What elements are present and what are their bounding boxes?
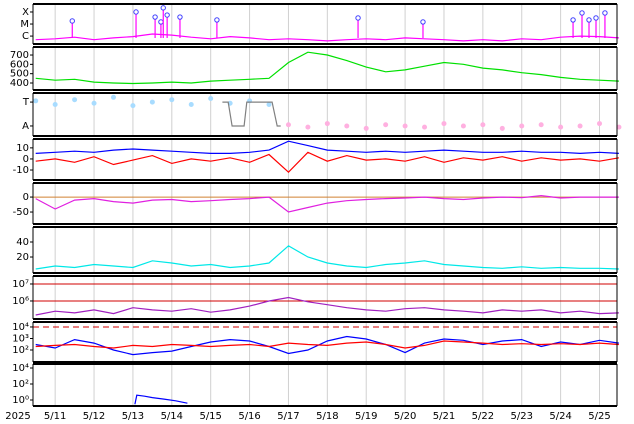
x-tick-label: 5/20	[394, 411, 416, 422]
y-tick-label: 0	[23, 192, 29, 203]
series-line	[35, 151, 620, 174]
x-tick-label: 5/13	[122, 411, 144, 422]
x-tick-label: 5/25	[588, 411, 610, 422]
y-tick-label: A	[22, 121, 29, 132]
y-tick-label: -50	[13, 207, 29, 218]
data-dot	[305, 124, 311, 130]
data-dot	[519, 123, 525, 129]
flare-marker	[570, 17, 576, 23]
series-line	[35, 296, 619, 316]
data-dot	[110, 94, 116, 100]
data-dot	[130, 103, 136, 109]
y-tick-label: 400	[10, 78, 29, 89]
data-dot	[72, 97, 78, 103]
y-tick-label: M	[20, 19, 29, 30]
series-line	[134, 394, 188, 405]
series-line	[35, 51, 619, 85]
data-dot	[402, 123, 408, 129]
data-dot	[208, 95, 214, 101]
data-dot	[422, 124, 428, 130]
x-tick-label: 5/14	[161, 411, 183, 422]
data-dot	[499, 125, 505, 131]
flare-marker	[214, 17, 220, 23]
series-line	[35, 140, 619, 155]
data-dot	[188, 101, 194, 107]
x-tick-label: 5/23	[511, 411, 533, 422]
x-tick-label: 5/19	[355, 411, 377, 422]
y-tick-label: C	[22, 31, 29, 42]
y-tick-label: 40	[16, 237, 29, 248]
x-tick-label: 5/17	[277, 411, 299, 422]
x-tick-label: 5/15	[199, 411, 221, 422]
y-tick-label: 10⁴	[12, 363, 29, 374]
data-dot	[169, 97, 175, 103]
y-tick-label: 10⁷	[12, 279, 29, 290]
series-line	[222, 101, 281, 127]
data-dot	[266, 101, 272, 107]
flare-marker	[158, 19, 164, 25]
data-dot	[91, 100, 97, 106]
y-tick-label: T	[22, 97, 30, 108]
flare-marker	[586, 17, 592, 23]
y-tick-label: 500	[10, 69, 29, 80]
data-dot	[52, 101, 58, 107]
x-tick-label: 5/11	[44, 411, 66, 422]
y-tick-label: 20	[16, 252, 29, 263]
flare-marker	[593, 15, 599, 21]
flare-marker	[355, 15, 361, 21]
x-tick-label: 5/21	[433, 411, 455, 422]
data-dot	[558, 124, 564, 130]
flare-marker	[69, 18, 75, 24]
x-tick-label: 5/12	[83, 411, 105, 422]
y-tick-label: 10³	[12, 333, 29, 344]
flare-marker	[602, 10, 608, 16]
x-tick-label: 5/24	[549, 411, 571, 422]
y-tick-label: 700	[10, 50, 29, 61]
data-dot	[344, 123, 350, 129]
flare-marker	[579, 10, 585, 16]
data-dot	[577, 123, 583, 129]
data-dot	[383, 122, 389, 128]
year-label: 2025	[5, 411, 30, 422]
y-tick-label: X	[22, 7, 29, 18]
y-tick-label: 0	[23, 154, 29, 165]
series-line	[35, 33, 619, 42]
data-dot	[363, 125, 369, 131]
x-tick-label: 5/16	[238, 411, 260, 422]
y-tick-label: 10²	[12, 345, 29, 356]
flare-marker	[133, 9, 139, 15]
flare-marker	[420, 19, 426, 25]
data-dot	[538, 122, 544, 128]
y-tick-label: 600	[10, 59, 29, 70]
data-dot	[441, 121, 447, 127]
flare-marker	[160, 5, 166, 11]
series-line	[35, 340, 619, 349]
series-line	[35, 194, 619, 213]
data-dot	[597, 121, 603, 127]
flare-marker	[164, 12, 170, 18]
series-line	[35, 245, 619, 270]
flare-marker	[152, 14, 158, 20]
y-tick-label: 10⁴	[12, 322, 29, 333]
x-tick-label: 5/22	[472, 411, 494, 422]
data-dot	[285, 122, 291, 128]
y-tick-label: 10⁰	[12, 395, 29, 406]
y-tick-label: -10	[13, 165, 29, 176]
y-tick-label: 10	[16, 143, 29, 154]
data-dot	[616, 124, 622, 130]
data-dot	[480, 122, 486, 128]
series-line	[35, 335, 619, 356]
x-tick-label: 5/18	[316, 411, 338, 422]
data-dot	[460, 123, 466, 129]
data-dot	[33, 98, 39, 104]
y-tick-label: 10²	[12, 379, 29, 390]
flare-marker	[177, 14, 183, 20]
data-dot	[324, 121, 330, 127]
data-dot	[149, 99, 155, 105]
y-tick-label: 10⁶	[12, 296, 29, 307]
